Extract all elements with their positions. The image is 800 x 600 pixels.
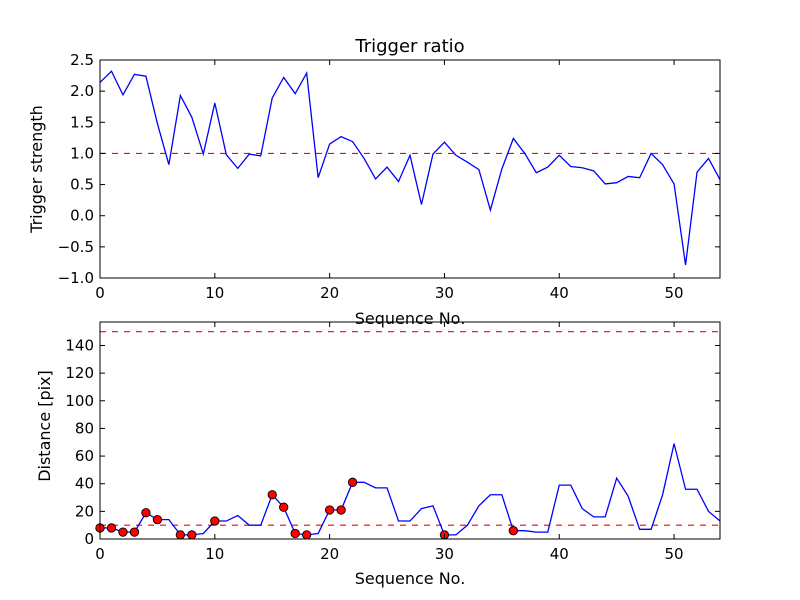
data-point bbox=[324, 505, 335, 515]
x-tick-label: 30 bbox=[435, 545, 454, 563]
x-tick-label: 0 bbox=[95, 545, 105, 563]
y-tick-label: 1.0 bbox=[70, 144, 94, 162]
y-tick-label: 0.5 bbox=[70, 176, 94, 194]
x-tick-label: 50 bbox=[665, 284, 684, 302]
x-tick-label: 20 bbox=[320, 284, 339, 302]
trigger-ratio-chart: Trigger ratio Sequence No. Trigger stren… bbox=[27, 36, 721, 328]
plot-frame bbox=[99, 59, 721, 279]
x-tick-label: 10 bbox=[205, 545, 224, 563]
x-tick-label: 50 bbox=[665, 545, 684, 563]
y-tick-label: 0.0 bbox=[70, 207, 94, 225]
x-tick-label: 20 bbox=[320, 545, 339, 563]
y-tick-label: 120 bbox=[65, 364, 94, 382]
data-point bbox=[290, 528, 300, 539]
data-point bbox=[210, 516, 220, 526]
y-axis-label: Trigger strength bbox=[27, 105, 46, 234]
x-tick-label: 40 bbox=[550, 284, 569, 302]
y-tick-label: 2.5 bbox=[70, 51, 94, 69]
data-point bbox=[347, 477, 358, 487]
x-tick-label: 30 bbox=[435, 284, 454, 302]
series-line-0 bbox=[100, 70, 720, 266]
data-point bbox=[279, 502, 289, 512]
y-tick-label: −1.0 bbox=[58, 269, 94, 287]
x-tick-label: 0 bbox=[95, 284, 105, 302]
y-axis-label: Distance [pix] bbox=[35, 370, 54, 482]
data-point bbox=[175, 530, 186, 540]
data-point bbox=[152, 514, 163, 525]
y-tick-label: 2.0 bbox=[70, 82, 94, 100]
y-tick-label: 0 bbox=[84, 530, 94, 548]
plot-frame bbox=[99, 321, 721, 540]
x-axis-label: Sequence No. bbox=[355, 569, 466, 588]
y-tick-label: 40 bbox=[75, 475, 94, 493]
y-tick-label: 80 bbox=[75, 419, 94, 437]
x-axis-label: Sequence No. bbox=[355, 309, 466, 328]
x-tick-label: 10 bbox=[205, 284, 224, 302]
data-point bbox=[336, 505, 346, 515]
y-tick-label: 100 bbox=[65, 392, 94, 410]
y-tick-label: 60 bbox=[75, 447, 94, 465]
x-tick-label: 40 bbox=[550, 545, 569, 563]
chart-title: Trigger ratio bbox=[354, 36, 464, 57]
series-line-0 bbox=[100, 443, 720, 536]
data-point bbox=[187, 530, 197, 540]
y-tick-label: 1.5 bbox=[70, 113, 94, 131]
data-point bbox=[302, 530, 312, 540]
y-tick-label: 140 bbox=[65, 336, 94, 354]
data-point bbox=[118, 527, 128, 537]
data-point bbox=[508, 526, 518, 536]
data-point bbox=[141, 508, 151, 518]
distance-chart: Sequence No. Distance [pix] 0 10 20 30 40 50 0… bbox=[35, 321, 721, 588]
data-point bbox=[129, 527, 140, 537]
data-point bbox=[106, 523, 117, 533]
y-tick-label: −0.5 bbox=[58, 238, 94, 256]
y-tick-label: 20 bbox=[75, 502, 94, 520]
data-point bbox=[267, 490, 277, 500]
